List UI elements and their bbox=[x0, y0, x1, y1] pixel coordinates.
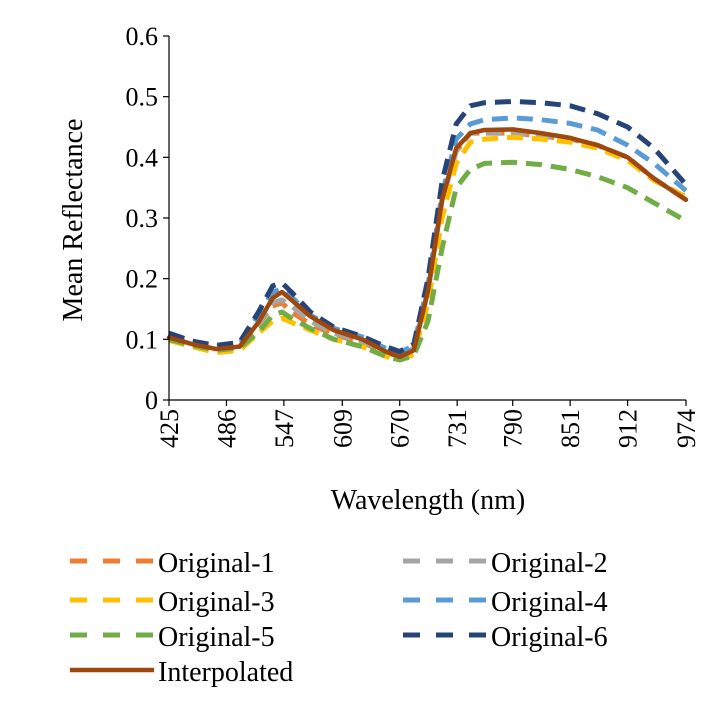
x-tick-label: 851 bbox=[556, 409, 585, 448]
legend-label: Original-5 bbox=[158, 622, 275, 653]
legend-label: Original-1 bbox=[158, 548, 275, 579]
series-line-interpolated bbox=[166, 127, 689, 360]
x-tick-label: 609 bbox=[328, 409, 357, 448]
y-axis-title: Mean Reflectance bbox=[58, 119, 89, 322]
legend-label: Original-2 bbox=[491, 548, 608, 579]
x-tick-label: 912 bbox=[614, 409, 643, 448]
legend-label: Interpolated bbox=[158, 657, 293, 688]
series-group bbox=[166, 99, 689, 363]
y-tick-label: 0.3 bbox=[126, 204, 159, 233]
series-line-original-6 bbox=[168, 99, 688, 354]
x-tick-label: 486 bbox=[212, 409, 241, 448]
axes: 0 0.1 0.2 0.3 0.4 0.5 0.6 425 486 547 609 670 731 790… bbox=[126, 22, 702, 448]
y-tick-label: 0.4 bbox=[126, 143, 159, 172]
x-tick-label: 547 bbox=[270, 409, 299, 448]
x-tick-label: 731 bbox=[443, 409, 472, 448]
x-tick-label: 790 bbox=[499, 409, 528, 448]
x-tick-label: 670 bbox=[386, 409, 415, 448]
y-tick-label: 0.2 bbox=[126, 265, 159, 294]
series-line-original-5 bbox=[168, 159, 688, 363]
y-tick-label: 0.1 bbox=[126, 325, 159, 354]
y-tick-label: 0 bbox=[145, 386, 158, 415]
x-axis-title: Wavelength (nm) bbox=[331, 485, 525, 516]
y-tick-label: 0.6 bbox=[126, 22, 159, 51]
legend-label: Original-3 bbox=[158, 587, 275, 618]
y-tick-label: 0.5 bbox=[126, 83, 159, 112]
x-tick-label: 974 bbox=[672, 409, 701, 448]
legend-label: Original-4 bbox=[491, 587, 608, 618]
legend: Original-1 Original-2 Original-3 Original-4… bbox=[70, 548, 608, 688]
x-tick-label: 425 bbox=[155, 409, 184, 448]
legend-label: Original-6 bbox=[491, 622, 608, 653]
